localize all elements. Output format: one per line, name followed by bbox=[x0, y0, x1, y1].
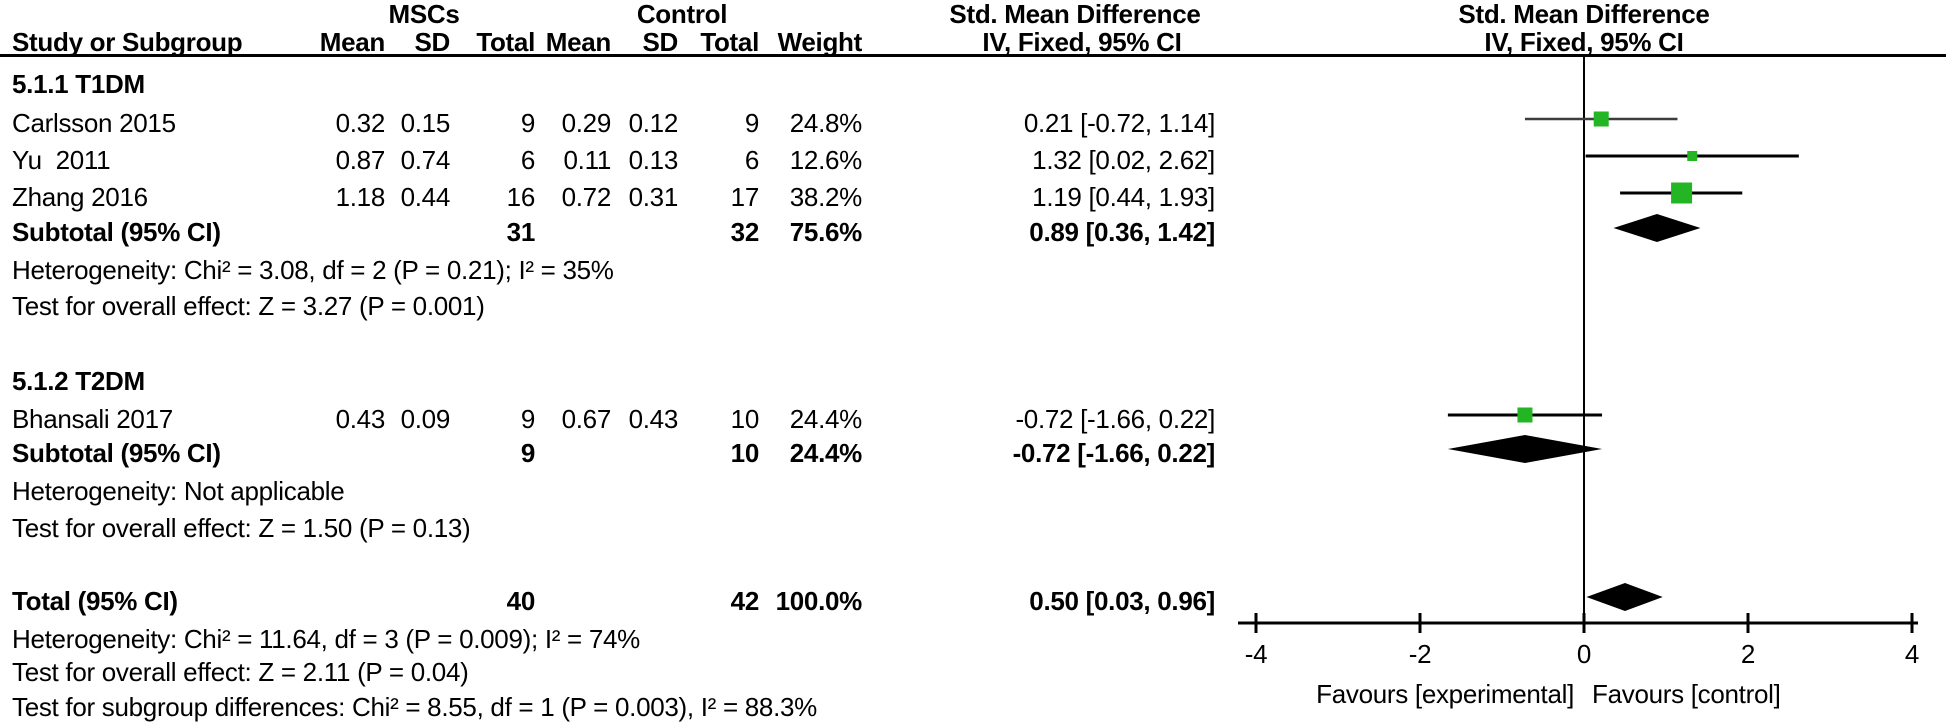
axis-tick-label: 4 bbox=[1905, 639, 1919, 669]
control-sd: 0.31 bbox=[628, 182, 679, 212]
smd-ci-text: -0.72 [-1.66, 0.22] bbox=[1012, 438, 1216, 468]
favours-control-label: Favours [control] bbox=[1592, 679, 1781, 709]
col-header-total2: Total bbox=[700, 27, 759, 57]
group-header-mscs: MSCs bbox=[388, 0, 460, 29]
group-header-control: Control bbox=[636, 0, 728, 29]
control-mean: 0.72 bbox=[561, 182, 612, 212]
smd-header-right: Std. Mean Difference bbox=[1458, 0, 1710, 29]
control-total: 42 bbox=[730, 586, 760, 616]
axis-tick-label: 2 bbox=[1741, 639, 1755, 669]
weight-value: 24.4% bbox=[789, 404, 863, 434]
mscs-sd: 0.09 bbox=[400, 404, 451, 434]
mscs-sd: 0.44 bbox=[400, 182, 451, 212]
mscs-total: 40 bbox=[506, 586, 536, 616]
effect-square bbox=[1593, 111, 1609, 127]
col-header-mean2: Mean bbox=[545, 27, 612, 57]
favours-experimental-label: Favours [experimental] bbox=[1316, 679, 1574, 709]
control-sd: 0.43 bbox=[628, 404, 679, 434]
weight-value: 38.2% bbox=[789, 182, 863, 212]
mscs-total: 9 bbox=[520, 404, 535, 434]
control-total: 10 bbox=[730, 438, 760, 468]
mscs-mean: 0.43 bbox=[335, 404, 386, 434]
col-header-total1: Total bbox=[476, 27, 535, 57]
study-name: Bhansali 2017 bbox=[12, 404, 173, 434]
note-text: Heterogeneity: Chi² = 3.08, df = 2 (P = … bbox=[12, 255, 614, 285]
weight-value: 12.6% bbox=[789, 145, 863, 175]
note-text: Heterogeneity: Not applicable bbox=[12, 476, 345, 506]
effect-square bbox=[1671, 182, 1693, 204]
effect-square bbox=[1687, 151, 1698, 161]
axis-tick-label: 0 bbox=[1577, 639, 1591, 669]
control-total: 6 bbox=[744, 145, 759, 175]
note-text: Test for overall effect: Z = 1.50 (P = 0… bbox=[12, 513, 471, 543]
mscs-mean: 1.18 bbox=[335, 182, 386, 212]
header-rule bbox=[0, 54, 1946, 57]
control-total: 10 bbox=[730, 404, 760, 434]
smd-ci-text: -0.72 [-1.66, 0.22] bbox=[1015, 404, 1215, 434]
total-label: Total (95% CI) bbox=[12, 586, 178, 616]
col-header-sd2: SD bbox=[642, 27, 678, 57]
total-diamond bbox=[1586, 583, 1663, 611]
subtotal-diamond bbox=[1613, 214, 1701, 242]
note-text: Test for overall effect: Z = 3.27 (P = 0… bbox=[12, 291, 485, 321]
col-header-weight: Weight bbox=[777, 27, 863, 57]
subtotal-label: Subtotal (95% CI) bbox=[12, 438, 221, 468]
control-mean: 0.67 bbox=[561, 404, 612, 434]
weight-value: 75.6% bbox=[789, 217, 863, 247]
control-sd: 0.12 bbox=[628, 108, 679, 138]
col-header-sd1: SD bbox=[414, 27, 450, 57]
smd-ci-text: 0.89 [0.36, 1.42] bbox=[1029, 217, 1215, 247]
smd-ci-text: 0.21 [-0.72, 1.14] bbox=[1023, 108, 1215, 138]
control-total: 32 bbox=[730, 217, 760, 247]
smd-ci-text: 1.32 [0.02, 2.62] bbox=[1032, 145, 1215, 175]
smd-ci-text: 0.50 [0.03, 0.96] bbox=[1029, 586, 1215, 616]
control-total: 9 bbox=[744, 108, 759, 138]
subgroup-label: 5.1.2 T2DM bbox=[12, 366, 145, 396]
study-name: Carlsson 2015 bbox=[12, 108, 176, 138]
control-total: 17 bbox=[730, 182, 760, 212]
study-name: Zhang 2016 bbox=[12, 182, 148, 212]
mscs-total: 9 bbox=[520, 108, 535, 138]
smd-ci-text: 1.19 [0.44, 1.93] bbox=[1032, 182, 1215, 212]
subtotal-label: Subtotal (95% CI) bbox=[12, 217, 221, 247]
control-mean: 0.11 bbox=[563, 145, 612, 175]
subtotal-diamond bbox=[1447, 435, 1603, 463]
effect-square bbox=[1517, 407, 1533, 423]
weight-value: 24.8% bbox=[789, 108, 863, 138]
weight-value: 100.0% bbox=[775, 586, 863, 616]
axis-tick-label: -4 bbox=[1245, 639, 1268, 669]
col-header-method-left: IV, Fixed, 95% CI bbox=[982, 27, 1182, 57]
mscs-total: 31 bbox=[506, 217, 536, 247]
control-sd: 0.13 bbox=[628, 145, 679, 175]
note-text: Test for subgroup differences: Chi² = 8.… bbox=[12, 692, 817, 722]
col-header-mean1: Mean bbox=[319, 27, 386, 57]
mscs-total: 6 bbox=[520, 145, 535, 175]
axis-tick-label: -2 bbox=[1409, 639, 1432, 669]
control-mean: 0.29 bbox=[561, 108, 612, 138]
weight-value: 24.4% bbox=[789, 438, 863, 468]
mscs-sd: 0.74 bbox=[400, 145, 451, 175]
mscs-mean: 0.87 bbox=[335, 145, 386, 175]
col-header-study: Study or Subgroup bbox=[12, 27, 243, 57]
note-text: Heterogeneity: Chi² = 11.64, df = 3 (P =… bbox=[12, 624, 640, 654]
mscs-total: 16 bbox=[506, 182, 536, 212]
note-text: Test for overall effect: Z = 2.11 (P = 0… bbox=[12, 657, 469, 687]
study-name: Yu 2011 bbox=[12, 145, 111, 175]
subgroup-label: 5.1.1 T1DM bbox=[12, 69, 145, 99]
mscs-total: 9 bbox=[520, 438, 535, 468]
col-header-method-right: IV, Fixed, 95% CI bbox=[1484, 27, 1684, 57]
mscs-sd: 0.15 bbox=[400, 108, 451, 138]
mscs-mean: 0.32 bbox=[335, 108, 386, 138]
smd-header-left: Std. Mean Difference bbox=[949, 0, 1201, 29]
